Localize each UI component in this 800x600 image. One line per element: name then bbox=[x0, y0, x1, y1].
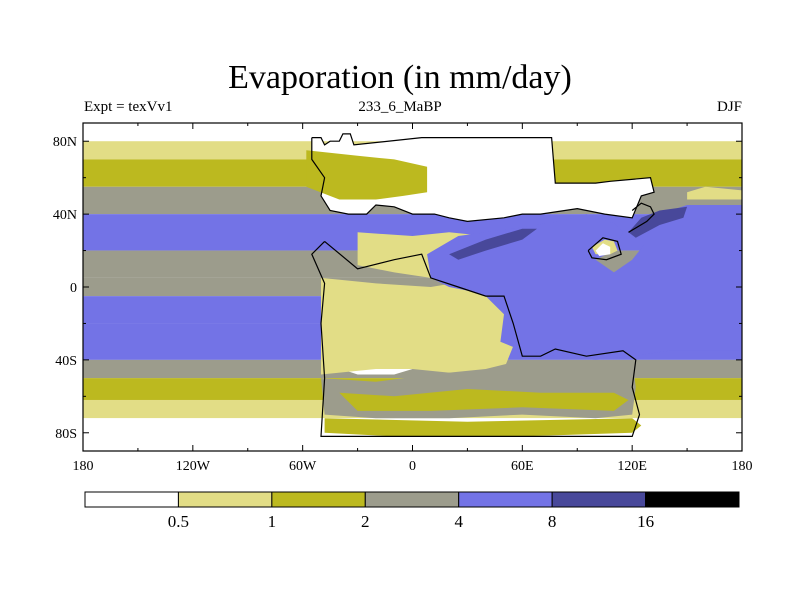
experiment-label: Expt = texVv1 bbox=[84, 99, 173, 115]
outline-east-island-coast bbox=[587, 237, 622, 261]
x-tick-label-6: 180 bbox=[732, 459, 753, 474]
colorbar-label-3: 4 bbox=[454, 512, 463, 531]
colorbar-box-5 bbox=[551, 491, 647, 508]
colorbar-box-2 bbox=[271, 491, 366, 508]
outline-east-coast bbox=[628, 202, 655, 233]
colorbar-label-2: 2 bbox=[361, 512, 370, 531]
region-south-gondwana-mix bbox=[339, 389, 629, 411]
colorbar-box-1 bbox=[177, 491, 273, 508]
map-field bbox=[83, 123, 742, 451]
y-tick-label-2: 0 bbox=[70, 281, 77, 296]
region-tethys-dark-west bbox=[449, 228, 537, 260]
period-label: 233_6_MaBP bbox=[358, 99, 442, 115]
x-tick-label-3: 0 bbox=[409, 459, 416, 474]
y-tick-label-3: 40S bbox=[55, 354, 77, 369]
colorbar-label-4: 8 bbox=[548, 512, 557, 531]
colorbar-box-3 bbox=[364, 491, 460, 508]
outline-south-coastline bbox=[311, 240, 641, 437]
x-tick-label-5: 120E bbox=[617, 459, 647, 474]
x-tick-label-4: 60E bbox=[511, 459, 534, 474]
colorbar-label-1: 1 bbox=[268, 512, 277, 531]
y-tick-label-4: 80S bbox=[55, 427, 77, 442]
band-lat-80-90 bbox=[83, 123, 742, 142]
season-label: DJF bbox=[716, 99, 742, 115]
colorbar-box-4 bbox=[458, 491, 553, 508]
region-tethys-dark-east bbox=[628, 206, 688, 238]
region-east-island-white bbox=[595, 243, 611, 256]
region-north-landmass bbox=[311, 133, 655, 222]
x-tick-label-0: 180 bbox=[73, 459, 94, 474]
y-tick-label-0: 80N bbox=[53, 135, 77, 150]
region-north-band-overlay bbox=[306, 150, 428, 200]
region-east-coast-pale bbox=[687, 186, 742, 200]
region-south-antarctic bbox=[324, 418, 642, 437]
region-south-land-pale bbox=[321, 277, 515, 375]
colorbar-label-5: 16 bbox=[637, 512, 654, 531]
colorbar-box-0 bbox=[84, 491, 179, 508]
y-tick-label-1: 40N bbox=[53, 208, 77, 223]
outline-north-coastline bbox=[311, 133, 655, 223]
x-tick-label-2: 60W bbox=[289, 459, 317, 474]
chart-title: Evaporation (in mm/day) bbox=[228, 59, 572, 96]
colorbar-box-6 bbox=[645, 491, 740, 508]
x-tick-label-1: 120W bbox=[176, 459, 211, 474]
colorbar-label-0: 0.5 bbox=[168, 512, 189, 531]
